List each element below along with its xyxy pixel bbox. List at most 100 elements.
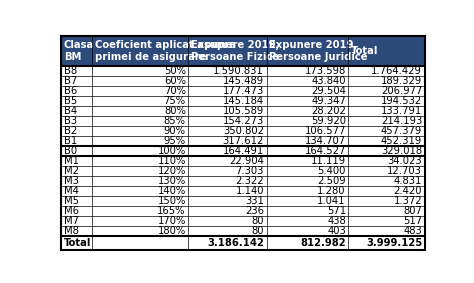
- Bar: [266, 146, 348, 156]
- Bar: [61, 116, 92, 126]
- Text: 75%: 75%: [164, 96, 186, 106]
- Bar: [92, 106, 188, 116]
- Bar: [92, 186, 188, 196]
- Text: B2: B2: [64, 126, 77, 136]
- Bar: [188, 136, 266, 146]
- Text: M2: M2: [64, 166, 79, 176]
- Text: 438: 438: [327, 216, 346, 226]
- Text: 80: 80: [252, 226, 264, 236]
- Bar: [266, 106, 348, 116]
- Text: 164.491: 164.491: [223, 146, 264, 156]
- Text: 133.791: 133.791: [381, 106, 422, 116]
- Text: 120%: 120%: [157, 166, 186, 176]
- Bar: [92, 126, 188, 136]
- Bar: [348, 206, 425, 216]
- Bar: [92, 76, 188, 86]
- Text: 95%: 95%: [164, 136, 186, 146]
- Text: 1.140: 1.140: [236, 186, 264, 196]
- Bar: [266, 76, 348, 86]
- Bar: [61, 136, 92, 146]
- Bar: [188, 106, 266, 116]
- Text: 807: 807: [403, 206, 422, 216]
- Text: 457.379: 457.379: [381, 126, 422, 136]
- Text: Total: Total: [351, 46, 378, 56]
- Text: 2.420: 2.420: [394, 186, 422, 196]
- Bar: [348, 176, 425, 186]
- Text: M8: M8: [64, 226, 79, 236]
- Text: M4: M4: [64, 186, 79, 196]
- Text: 90%: 90%: [164, 126, 186, 136]
- Text: 11.119: 11.119: [310, 156, 346, 166]
- Bar: [61, 226, 92, 236]
- Bar: [188, 206, 266, 216]
- Bar: [61, 156, 92, 166]
- Text: 145.489: 145.489: [223, 76, 264, 86]
- Text: B7: B7: [64, 76, 77, 86]
- Bar: [92, 146, 188, 156]
- Text: 194.532: 194.532: [381, 96, 422, 106]
- Bar: [92, 206, 188, 216]
- Text: B5: B5: [64, 96, 77, 106]
- Bar: [61, 206, 92, 216]
- Bar: [266, 186, 348, 196]
- Bar: [348, 226, 425, 236]
- Text: Coeficient aplicat asupra
primei de asigurare: Coeficient aplicat asupra primei de asig…: [95, 40, 236, 62]
- Text: 1.764.429: 1.764.429: [371, 66, 422, 76]
- Text: B0: B0: [64, 146, 77, 156]
- Text: 105.589: 105.589: [223, 106, 264, 116]
- Text: 106.577: 106.577: [304, 126, 346, 136]
- Bar: [348, 136, 425, 146]
- Text: 317.612: 317.612: [223, 136, 264, 146]
- Text: 350.802: 350.802: [223, 126, 264, 136]
- Text: 329.018: 329.018: [381, 146, 422, 156]
- Text: 206.977: 206.977: [381, 86, 422, 96]
- Bar: [348, 116, 425, 126]
- Text: 130%: 130%: [157, 176, 186, 186]
- Text: 177.473: 177.473: [223, 86, 264, 96]
- Text: 7.303: 7.303: [236, 166, 264, 176]
- Text: 2.322: 2.322: [236, 176, 264, 186]
- Bar: [266, 206, 348, 216]
- Text: 28.202: 28.202: [311, 106, 346, 116]
- Text: 180%: 180%: [157, 226, 186, 236]
- Text: 85%: 85%: [164, 116, 186, 126]
- Text: 1.280: 1.280: [317, 186, 346, 196]
- Text: 80: 80: [252, 216, 264, 226]
- Text: 49.347: 49.347: [311, 96, 346, 106]
- Bar: [188, 166, 266, 176]
- Text: 140%: 140%: [157, 186, 186, 196]
- Bar: [348, 126, 425, 136]
- Bar: [92, 216, 188, 226]
- Text: 164.527: 164.527: [304, 146, 346, 156]
- Text: 12.703: 12.703: [387, 166, 422, 176]
- Bar: [61, 186, 92, 196]
- Text: 43.840: 43.840: [311, 76, 346, 86]
- Bar: [266, 116, 348, 126]
- Bar: [348, 106, 425, 116]
- Text: M3: M3: [64, 176, 79, 186]
- Text: 452.319: 452.319: [381, 136, 422, 146]
- Bar: [348, 96, 425, 106]
- Bar: [61, 196, 92, 206]
- Bar: [61, 36, 92, 66]
- Text: 3.999.125: 3.999.125: [366, 238, 422, 248]
- Text: 170%: 170%: [157, 216, 186, 226]
- Bar: [188, 226, 266, 236]
- Text: 110%: 110%: [157, 156, 186, 166]
- Bar: [61, 106, 92, 116]
- Text: M5: M5: [64, 196, 79, 206]
- Bar: [61, 176, 92, 186]
- Text: 1.041: 1.041: [317, 196, 346, 206]
- Text: 3.186.142: 3.186.142: [207, 238, 264, 248]
- Bar: [188, 236, 266, 250]
- Text: 134.707: 134.707: [305, 136, 346, 146]
- Text: 1.590.831: 1.590.831: [213, 66, 264, 76]
- Bar: [266, 236, 348, 250]
- Bar: [92, 66, 188, 76]
- Bar: [92, 156, 188, 166]
- Text: Clasa
BM: Clasa BM: [64, 40, 94, 62]
- Bar: [188, 116, 266, 126]
- Bar: [348, 196, 425, 206]
- Bar: [188, 96, 266, 106]
- Text: 59.920: 59.920: [311, 116, 346, 126]
